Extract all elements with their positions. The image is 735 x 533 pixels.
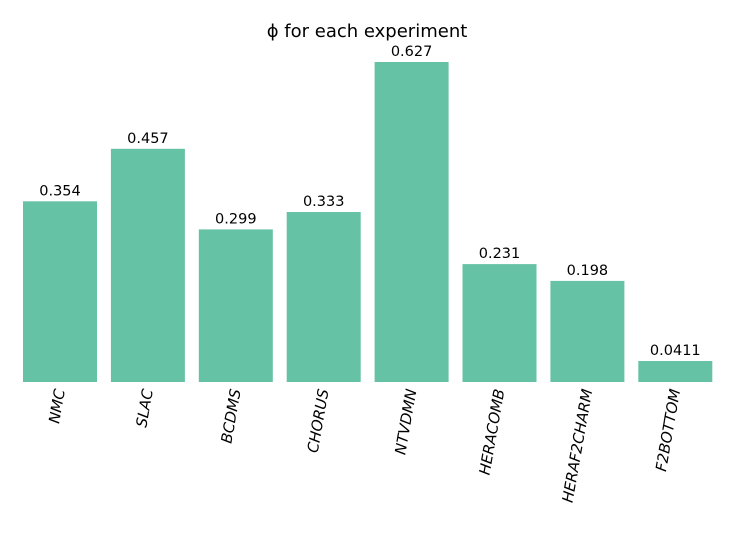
tick-label-heracomb: HERACOMB [476,388,509,477]
tick-labels-group: NMC SLAC BCDMS CHORUS NTVDMN HERACOMB HERAF2CH… [45,387,684,504]
bar-heraf2charm [550,280,625,382]
tick-label-chorus: CHORUS [304,387,333,454]
bar-bcdms [198,229,273,382]
value-label-ntvdmn: 0.627 [391,44,433,60]
value-label-heracomb: 0.231 [479,246,521,262]
bars-group [23,62,713,382]
chart-title: ϕ for each experiment [267,21,468,42]
bar-chorus [286,212,361,382]
bar-heracomb [462,264,537,382]
bar-ntvdmn [374,62,449,382]
tick-label-nmc: NMC [45,387,69,425]
value-label-f2bottom: 0.0411 [650,343,701,359]
bar-slac [110,148,185,382]
bar-nmc [23,201,97,382]
value-label-slac: 0.457 [127,131,169,147]
value-label-chorus: 0.333 [303,194,345,210]
value-label-bcdms: 0.299 [215,211,257,227]
tick-label-heraf2charm: HERAF2CHARM [559,388,597,504]
tick-label-ntvdmn: NTVDMN [391,388,420,456]
tick-label-bcdms: BCDMS [218,387,245,445]
tick-label-f2bottom: F2BOTTOM [652,388,684,473]
value-label-heraf2charm: 0.198 [567,263,609,279]
tick-label-slac: SLAC [132,387,157,429]
value-labels-group: 0.354 0.457 0.299 0.333 0.627 0.231 0.198 0.041… [39,44,700,359]
bar-f2bottom [638,361,713,382]
value-label-nmc: 0.354 [39,183,81,199]
